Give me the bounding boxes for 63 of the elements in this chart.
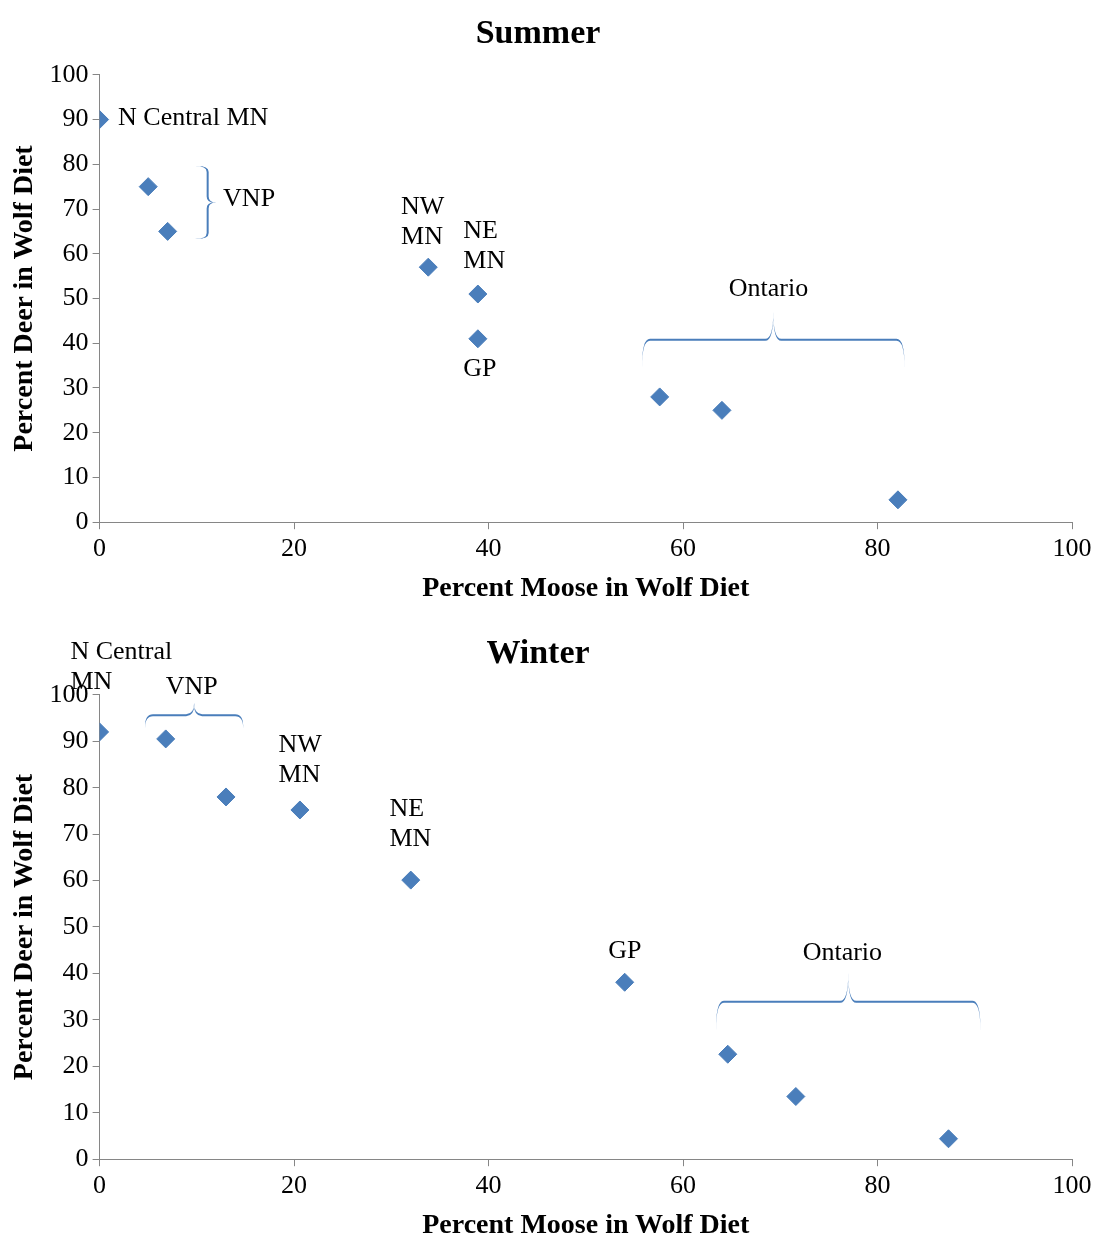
point: [650, 387, 670, 407]
point: [615, 972, 635, 992]
y-axis-title: Percent Deer in Wolf Diet: [7, 144, 39, 452]
y-tick-label: 60: [62, 864, 89, 894]
y-tick-label: 80: [62, 771, 89, 801]
y-tick-label: 50: [62, 282, 89, 312]
point: [712, 400, 732, 420]
y-tick-label: 70: [62, 192, 89, 222]
annotation: NE MN: [389, 793, 432, 853]
point: [468, 329, 488, 349]
point: [158, 221, 178, 241]
x-axis-title: Percent Moose in Wolf Diet: [422, 1208, 751, 1240]
point: [718, 1044, 738, 1064]
x-tick-label: 40: [475, 1169, 502, 1199]
y-tick-label: 20: [62, 1050, 89, 1080]
y-tick-label: 10: [62, 461, 89, 491]
y-tick-label: 100: [49, 58, 89, 88]
x-tick-label: 20: [281, 532, 308, 562]
y-tick-label: 50: [62, 910, 89, 940]
point: [156, 729, 176, 749]
chart-title: Winter: [486, 633, 590, 671]
annotation: Ontario: [728, 272, 809, 302]
x-tick-label: 80: [864, 532, 891, 562]
x-tick-label: 100: [1052, 532, 1092, 562]
y-tick-label: 70: [62, 817, 89, 847]
point: [138, 177, 158, 197]
annotation: NE MN: [463, 215, 506, 275]
y-tick-label: 20: [62, 416, 89, 446]
x-tick-label: 20: [281, 1169, 308, 1199]
x-tick-label: 100: [1052, 1169, 1092, 1199]
x-tick-label: 40: [475, 532, 502, 562]
y-tick-label: 40: [62, 327, 89, 357]
y-tick-label: 0: [75, 1143, 89, 1173]
y-tick-label: 10: [62, 1096, 89, 1126]
x-tick-label: 60: [670, 1169, 697, 1199]
y-tick-label: 90: [62, 103, 89, 133]
annotation: VNP: [223, 183, 276, 213]
point: [468, 284, 488, 304]
point: [888, 490, 908, 510]
x-tick-label: 60: [670, 532, 697, 562]
point: [786, 1087, 806, 1107]
y-tick-label: 30: [62, 1003, 89, 1033]
annotation: N Central MN: [118, 101, 269, 131]
point: [290, 800, 310, 820]
y-tick-label: 0: [75, 506, 89, 536]
point: [401, 870, 421, 890]
y-tick-label: 40: [62, 957, 89, 987]
y-tick-label: 30: [62, 371, 89, 401]
y-axis-title: Percent Deer in Wolf Diet: [7, 773, 39, 1081]
annotation: GP: [463, 353, 497, 383]
point: [216, 787, 236, 807]
x-axis-title: Percent Moose in Wolf Diet: [422, 571, 751, 603]
annotation: NW MN: [278, 728, 323, 788]
point: [418, 257, 438, 277]
point: [939, 1129, 959, 1149]
annotation: NW MN: [401, 191, 445, 251]
x-tick-label: 80: [864, 1169, 891, 1199]
y-tick-label: 90: [62, 725, 89, 755]
annotation: Ontario: [802, 937, 883, 967]
y-tick-label: 60: [62, 237, 89, 267]
annotation: GP: [608, 934, 642, 964]
chart-title: Summer: [475, 13, 601, 51]
y-tick-label: 80: [62, 148, 89, 178]
